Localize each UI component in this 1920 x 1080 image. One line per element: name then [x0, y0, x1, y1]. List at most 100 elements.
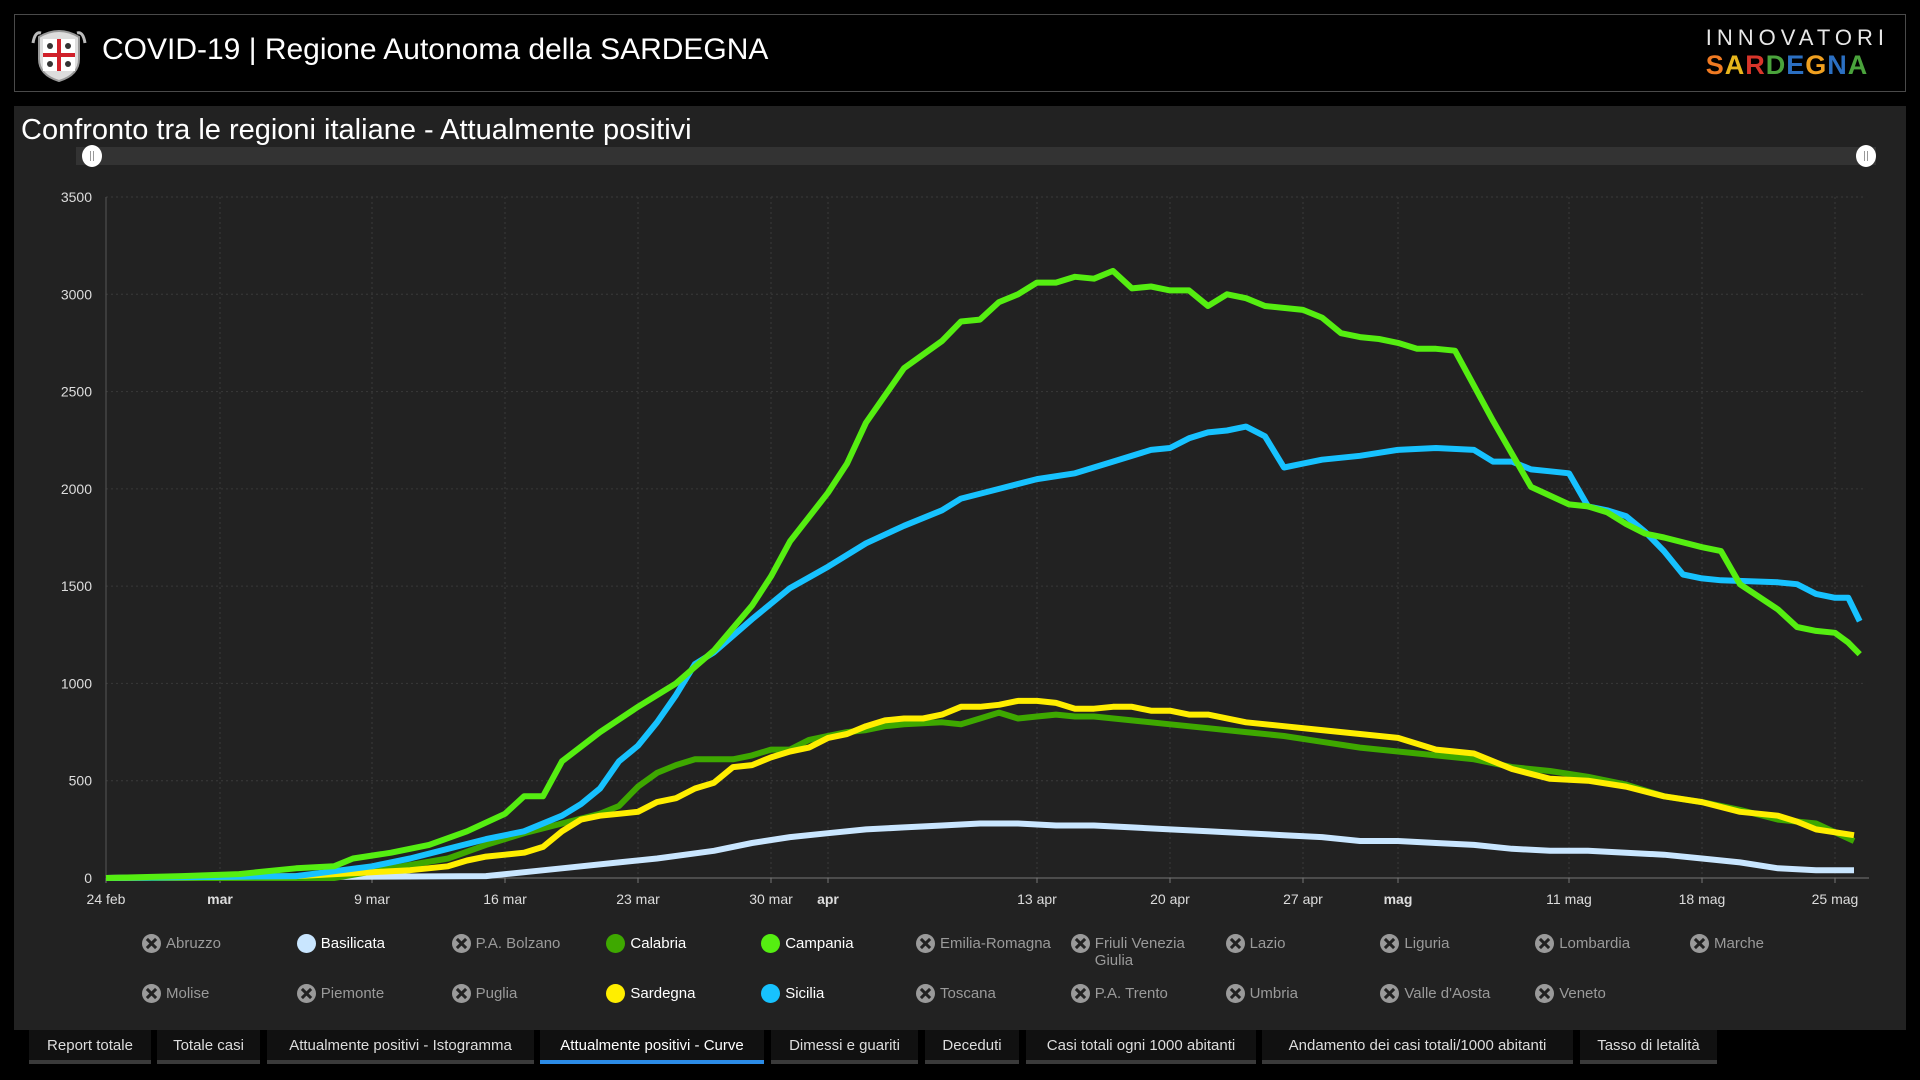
legend-item-abruzzo[interactable]: Abruzzo: [142, 934, 292, 953]
legend-item-toscana[interactable]: Toscana: [916, 984, 1066, 1003]
legend-label: Toscana: [940, 985, 996, 1002]
range-scrollbar[interactable]: [76, 147, 1876, 165]
x-tick-label: 20 apr: [1150, 891, 1190, 907]
chart-panel: Confronto tra le regioni italiane - Attu…: [14, 106, 1906, 1030]
legend-disabled-x-icon: [1535, 984, 1555, 1003]
logo-line-1: INNOVATORI: [1705, 25, 1889, 50]
x-tick-label: 11 mag: [1546, 891, 1592, 907]
legend-disabled-x-icon: [1690, 934, 1709, 953]
tab-deceduti[interactable]: Deceduti: [925, 1030, 1019, 1064]
legend-disabled-x-icon: [1070, 934, 1090, 953]
legend-disabled-x-icon: [451, 984, 471, 1003]
legend-label: Abruzzo: [166, 935, 222, 952]
legend-label: Friuli Venezia Giulia: [1094, 935, 1185, 969]
legend-item-sardegna[interactable]: Sardegna: [606, 984, 756, 1003]
x-tick-label: mag: [1384, 891, 1413, 907]
tab-andamento-dei-casi-totali-1000-abitanti[interactable]: Andamento dei casi totali/1000 abitanti: [1262, 1030, 1573, 1064]
legend-item-sicilia[interactable]: Sicilia: [761, 984, 911, 1003]
legend-item-campania[interactable]: Campania: [761, 934, 911, 953]
legend-label: Liguria: [1404, 935, 1450, 952]
y-tick-label: 3500: [61, 189, 92, 205]
app-header: COVID-19 | Regione Autonoma della SARDEG…: [14, 14, 1906, 92]
line-chart: 0 500 1000 1500 2000 2500 3000 3500 24 feb mar 9 m…: [61, 145, 1876, 907]
legend-disabled-x-icon: [1225, 934, 1245, 953]
series-line-sicilia: [105, 423, 1863, 881]
legend-label: Molise: [166, 985, 210, 1002]
legend-label: Lazio: [1249, 935, 1286, 952]
legend-label: Umbria: [1249, 985, 1298, 1002]
x-tick-label: 18 mag: [1679, 891, 1726, 907]
legend-disabled-x-icon: [1225, 984, 1245, 1003]
tab-attualmente-positivi-istogramma[interactable]: Attualmente positivi - Istogramma: [267, 1030, 534, 1064]
legend-item-lombardia[interactable]: Lombardia: [1535, 934, 1685, 953]
tab-bar: Report totale Totale casi Attualmente posi…: [0, 1030, 1920, 1066]
x-tick-label: 9 mar: [354, 891, 390, 907]
legend-label: P.A. Bolzano: [475, 935, 561, 952]
x-tick-label: 30 mar: [749, 891, 793, 907]
legend-disabled-x-icon: [916, 984, 935, 1003]
y-tick-label: 3000: [61, 286, 92, 302]
logo-line-2: SARDEGNA: [1705, 50, 1869, 80]
legend-label: Emilia-Romagna: [940, 935, 1051, 952]
x-tick-label: 16 mar: [483, 891, 527, 907]
legend-disabled-x-icon: [1535, 934, 1555, 953]
legend-item-p-a-bolzano[interactable]: P.A. Bolzano: [451, 934, 602, 953]
legend-label: Valle d'Aosta: [1404, 985, 1491, 1002]
legend-label: Sardegna: [630, 985, 696, 1002]
legend-label: Puglia: [475, 985, 518, 1002]
legend-disabled-x-icon: [1070, 984, 1090, 1003]
legend-item-emilia-romagna[interactable]: Emilia-Romagna: [916, 934, 1066, 953]
range-handle-left[interactable]: [82, 145, 102, 167]
legend-label: Basilicata: [320, 935, 385, 952]
legend-item-calabria[interactable]: Calabria: [606, 934, 756, 953]
x-tick-label: apr: [817, 891, 839, 907]
tab-attualmente-positivi-curve[interactable]: Attualmente positivi - Curve: [540, 1030, 764, 1064]
legend-disabled-x-icon: [1380, 984, 1400, 1003]
tab-dimessi-e-guariti[interactable]: Dimessi e guariti: [771, 1030, 918, 1064]
legend-label: Campania: [785, 935, 854, 952]
series-line-calabria: [106, 709, 1856, 881]
series-line-basilicata: [105, 820, 1854, 881]
legend-item-friuli-venezia-giulia[interactable]: Friuli Venezia Giulia: [1070, 934, 1221, 969]
legend-marker-icon: [761, 984, 781, 1003]
legend-item-liguria[interactable]: Liguria: [1380, 934, 1530, 953]
y-tick-label: 0: [84, 870, 92, 886]
y-tick-label: 500: [69, 773, 93, 789]
legend-disabled-x-icon: [1380, 934, 1400, 953]
legend-item-valle-d-aosta[interactable]: Valle d'Aosta: [1380, 984, 1530, 1003]
y-tick-label: 1500: [61, 578, 92, 594]
legend-disabled-x-icon: [451, 934, 471, 953]
legend-label: Sicilia: [785, 985, 825, 1002]
legend-disabled-x-icon: [296, 984, 316, 1003]
legend-label: P.A. Trento: [1094, 985, 1168, 1002]
x-tick-label: 13 apr: [1017, 891, 1057, 907]
x-tick-label: 25 mag: [1812, 891, 1859, 907]
legend-item-marche[interactable]: Marche: [1690, 934, 1840, 953]
legend-item-molise[interactable]: Molise: [142, 984, 292, 1003]
app-title: COVID-19 | Regione Autonoma della SARDEG…: [102, 33, 769, 66]
tab-casi-totali-ogni-1000-abitanti[interactable]: Casi totali ogni 1000 abitanti: [1026, 1030, 1256, 1064]
range-handle-right[interactable]: [1856, 145, 1876, 167]
chart-title: Confronto tra le regioni italiane - Attu…: [21, 114, 692, 146]
legend-item-lazio[interactable]: Lazio: [1225, 934, 1376, 953]
y-tick-label: 1000: [61, 675, 92, 691]
legend-item-basilicata[interactable]: Basilicata: [296, 934, 447, 953]
legend-item-umbria[interactable]: Umbria: [1225, 984, 1376, 1003]
legend-item-veneto[interactable]: Veneto: [1535, 984, 1685, 1003]
legend-label: Marche: [1714, 935, 1765, 952]
legend-item-p-a-trento[interactable]: P.A. Trento: [1070, 984, 1221, 1003]
x-tick-label: mar: [207, 891, 233, 907]
legend-label: Piemonte: [320, 985, 385, 1002]
legend-item-piemonte[interactable]: Piemonte: [296, 984, 447, 1003]
tab-tasso-di-letalit[interactable]: Tasso di letalità: [1580, 1030, 1717, 1064]
series-line-sardegna: [105, 697, 1855, 881]
x-tick-label: 24 feb: [87, 891, 126, 907]
legend-disabled-x-icon: [142, 934, 161, 953]
legend-disabled-x-icon: [142, 984, 161, 1003]
tab-report-totale[interactable]: Report totale: [29, 1030, 151, 1064]
legend-marker-icon: [761, 934, 781, 953]
legend-label: Lombardia: [1559, 935, 1631, 952]
tab-totale-casi[interactable]: Totale casi: [157, 1030, 260, 1064]
legend-item-puglia[interactable]: Puglia: [451, 984, 602, 1003]
legend-label: Veneto: [1559, 985, 1606, 1002]
